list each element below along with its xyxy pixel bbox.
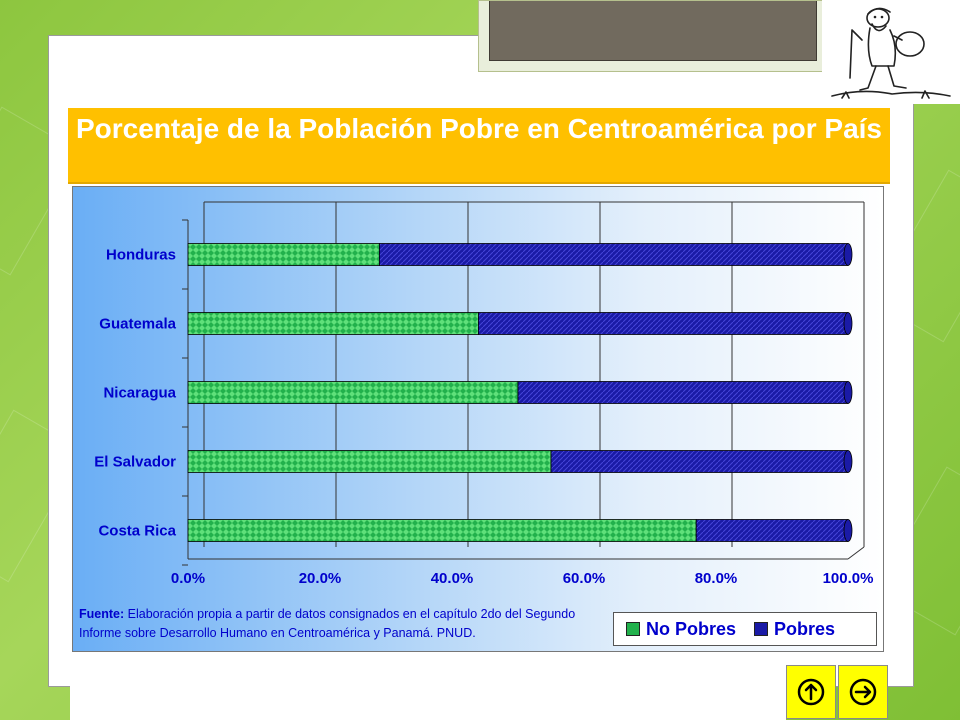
x-tick-label: 60.0% <box>563 570 606 587</box>
bar-end-cap <box>843 312 853 335</box>
legend-swatch-no-pobres <box>626 622 640 636</box>
bar-no-pobres <box>187 243 380 266</box>
category-label: Nicaragua <box>103 385 176 402</box>
bar-end-cap <box>843 519 853 542</box>
chart-title: Porcentaje de la Población Pobre en Cent… <box>68 108 890 184</box>
category-label: Costa Rica <box>98 523 176 540</box>
category-label: Honduras <box>106 247 176 264</box>
source-label: Fuente: <box>79 607 125 621</box>
x-tick-label: 100.0% <box>823 570 874 587</box>
bar-end-cap <box>843 243 853 266</box>
bar-no-pobres <box>187 312 479 335</box>
category-label: Guatemala <box>99 316 176 333</box>
x-tick-label: 80.0% <box>695 570 738 587</box>
nav-next-button[interactable] <box>838 665 888 719</box>
bar-pobres <box>550 450 849 473</box>
hiker-icon <box>831 7 951 99</box>
arrow-up-icon <box>797 678 825 706</box>
bar-end-cap <box>843 450 853 473</box>
category-label: El Salvador <box>94 454 176 471</box>
title-tab <box>478 0 828 72</box>
hiker-illustration <box>822 0 960 104</box>
bar-end-cap <box>843 381 853 404</box>
legend-label-pobres: Pobres <box>774 618 836 639</box>
title-tab-panel <box>489 1 817 61</box>
bar-no-pobres <box>187 519 697 542</box>
bar-chart: 0.0% 20.0% 40.0% 60.0% 80.0% 100.0% Honduras Gu… <box>94 201 874 587</box>
bar-no-pobres <box>187 381 519 404</box>
chart-area: 0.0% 20.0% 40.0% 60.0% 80.0% 100.0% Honduras Gu… <box>72 186 884 652</box>
x-tick-label: 40.0% <box>431 570 474 587</box>
legend-label-no-pobres: No Pobres <box>646 618 737 639</box>
x-tick-label: 0.0% <box>171 570 205 587</box>
bar-pobres <box>477 312 849 335</box>
nav-up-button[interactable] <box>786 665 836 719</box>
legend-item-no-pobres: No Pobres <box>626 619 736 640</box>
bar-pobres <box>695 519 849 542</box>
legend-swatch-pobres <box>754 622 769 636</box>
source-text: Elaboración propia a partir de datos con… <box>79 607 576 640</box>
bar-pobres <box>378 243 849 266</box>
x-tick-label: 20.0% <box>299 570 342 587</box>
legend-item-pobres: Pobres <box>754 619 835 640</box>
slide-bottom-strip <box>70 680 786 720</box>
arrow-right-icon <box>849 678 877 706</box>
bar-no-pobres <box>187 450 552 473</box>
bar-pobres <box>517 381 849 404</box>
floor-edge <box>847 546 865 560</box>
chart-legend: No Pobres Pobres <box>613 612 877 646</box>
source-note: Fuente: Elaboración propia a partir de d… <box>79 605 599 643</box>
